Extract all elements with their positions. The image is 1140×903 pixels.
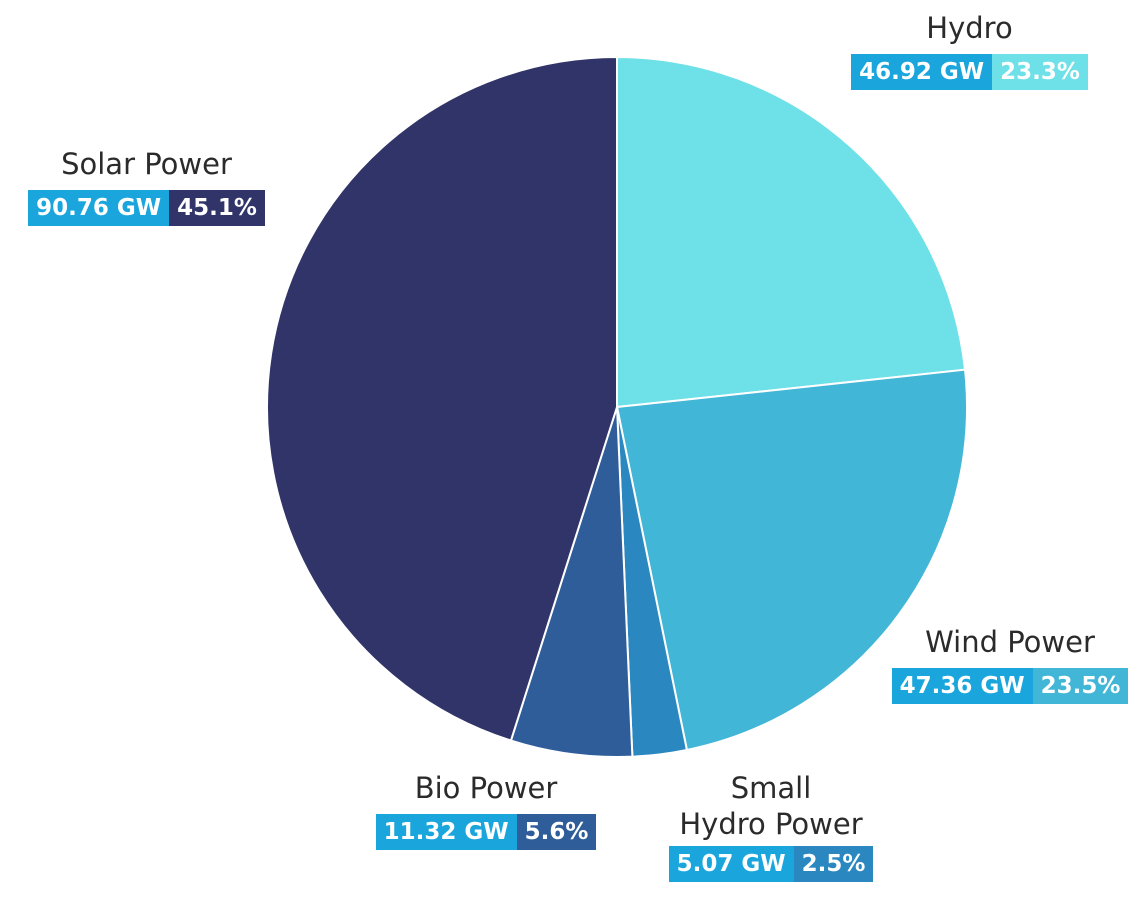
slice-label-bio-power: Bio Power: [414, 771, 558, 805]
value-wind-power: 47.36 GW: [891, 668, 1033, 704]
slice-label-wind-power: Wind Power: [925, 625, 1095, 659]
percent-solar-power: 45.1%: [169, 190, 265, 226]
label-small-hydro-power: Small Hydro Power 5.07 GW 2.5%: [636, 770, 906, 882]
label-wind-power: Wind Power 47.36 GW 23.5%: [880, 624, 1140, 704]
value-bio-power: 11.32 GW: [375, 814, 517, 850]
pie-slice-wind-power: [615, 368, 968, 752]
label-solar-power: Solar Power 90.76 GW 45.1%: [14, 146, 279, 226]
pie-slice-hydro: [616, 55, 967, 409]
label-bio-power: Bio Power 11.32 GW 5.6%: [355, 770, 617, 850]
badge-hydro: 46.92 GW 23.3%: [851, 54, 1088, 90]
percent-hydro: 23.3%: [992, 54, 1088, 90]
value-small-hydro-power: 5.07 GW: [668, 846, 794, 882]
slice-label-small-hydro-line2: Hydro Power: [679, 807, 863, 841]
badge-solar-power: 90.76 GW 45.1%: [28, 190, 265, 226]
badge-bio-power: 11.32 GW 5.6%: [375, 814, 597, 850]
value-hydro: 46.92 GW: [851, 54, 993, 90]
value-solar-power: 90.76 GW: [28, 190, 170, 226]
pie-slice-solar-power: [266, 55, 618, 742]
badge-wind-power: 47.36 GW 23.5%: [891, 668, 1129, 704]
slice-label-hydro: Hydro: [926, 11, 1013, 45]
percent-wind-power: 23.5%: [1032, 668, 1129, 704]
badge-small-hydro-power: 5.07 GW 2.5%: [668, 846, 874, 882]
percent-small-hydro-power: 2.5%: [793, 846, 874, 882]
label-hydro: Hydro 46.92 GW 23.3%: [842, 10, 1097, 90]
slice-label-solar-power: Solar Power: [61, 147, 232, 181]
percent-bio-power: 5.6%: [516, 814, 597, 850]
slice-label-small-hydro-line1: Small: [730, 771, 812, 805]
